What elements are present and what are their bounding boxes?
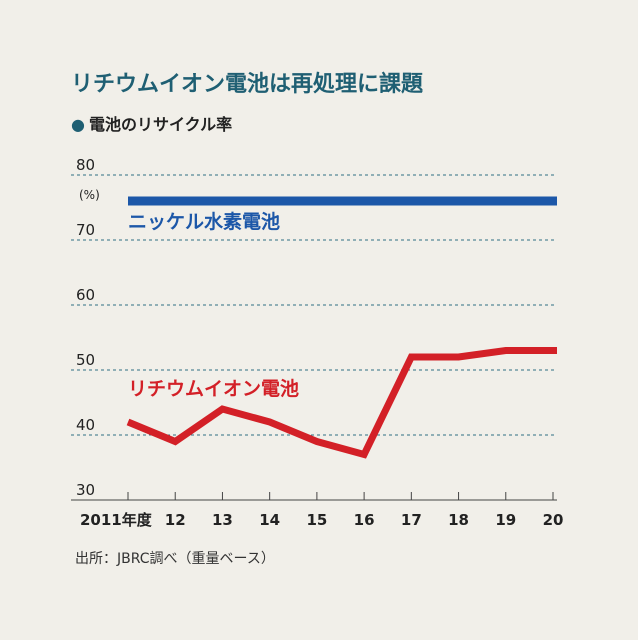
chart-title: リチウムイオン電池は再処理に課題 (71, 72, 424, 97)
y-tick-label: 80 (76, 156, 95, 174)
x-tick-label: 12 (165, 511, 186, 529)
chart-subtitle: ● 電池のリサイクル率 (71, 111, 232, 135)
series-label-lithium-ion: リチウムイオン電池 (128, 377, 299, 400)
x-tick-label: 13 (212, 511, 233, 529)
y-tick-label: 60 (76, 286, 95, 304)
x-tick-label: 16 (354, 511, 375, 529)
x-tick-label: 17 (401, 511, 422, 529)
bullet-dot-icon: ● (71, 115, 85, 134)
subtitle-text: 電池のリサイクル率 (88, 115, 233, 134)
series-line-lithium-ion (126, 347, 557, 459)
y-axis-ticks: 30 40 50 60 70 80 (76, 156, 95, 499)
y-tick-label: 30 (76, 481, 95, 499)
series-lines (126, 196, 557, 459)
y-unit-label: (%) (79, 188, 100, 202)
x-tick-label: 19 (495, 511, 516, 529)
x-tick-label: 18 (448, 511, 469, 529)
y-tick-label: 50 (76, 351, 95, 369)
x-tick-label: 15 (306, 511, 327, 529)
x-tick-label: 14 (259, 511, 280, 529)
series-label-nickel-metal-hydride: ニッケル水素電池 (128, 210, 280, 233)
x-tick-label: 2011年度 (80, 511, 153, 529)
y-tick-label: 70 (76, 221, 95, 239)
x-tick-label: 20 (543, 511, 564, 529)
x-axis-ticks: 2011年度 12 13 14 15 16 17 18 19 20 (80, 492, 563, 529)
y-tick-label: 40 (76, 416, 95, 434)
source-note: 出所：JBRC調べ（重量ベース） (75, 551, 275, 567)
